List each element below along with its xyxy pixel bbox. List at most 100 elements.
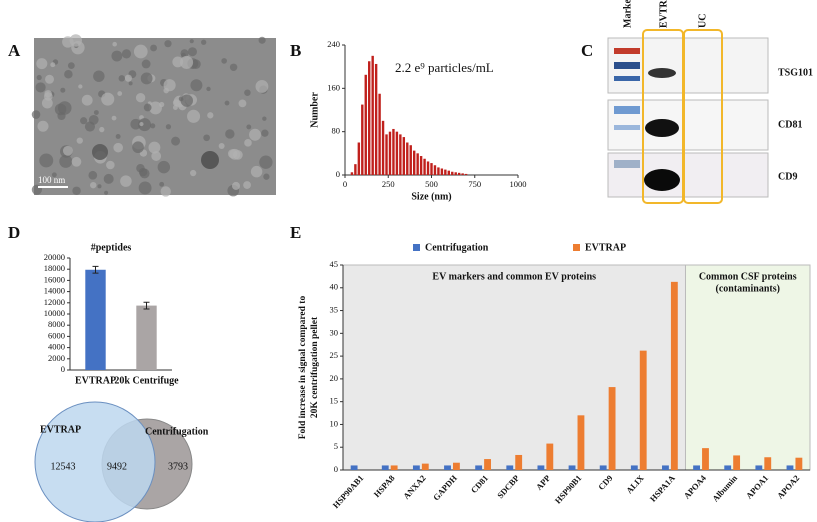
vesicle [150, 44, 157, 52]
marker-band [614, 76, 640, 81]
y-tick-label: 35 [330, 305, 339, 315]
vesicle [50, 62, 56, 68]
vesicle [261, 129, 269, 137]
vesicle [171, 136, 181, 146]
vesicle [143, 103, 152, 112]
vesicle [54, 103, 67, 116]
vesicle [36, 74, 42, 81]
vesicle [163, 79, 176, 92]
y-axis-label: Fold increase in signal compared to [298, 296, 308, 440]
vesicle [225, 129, 235, 139]
bar [639, 350, 647, 470]
legend-label: EVTRAP [585, 242, 626, 253]
vesicle [62, 145, 73, 156]
vesicle [60, 87, 66, 93]
bar [409, 145, 412, 175]
vesicle [201, 151, 219, 169]
vesicle [244, 89, 251, 96]
blot-band [645, 119, 679, 137]
bar [444, 465, 451, 470]
marker-band [614, 106, 640, 114]
marker-band [614, 160, 640, 168]
bar [361, 104, 364, 175]
bar [733, 455, 741, 470]
protein-label: CD81 [778, 119, 802, 130]
bar [484, 459, 491, 470]
bar [546, 443, 554, 470]
vesicle [128, 81, 133, 86]
region-label: Common CSF proteins [699, 271, 797, 282]
vesicle [93, 110, 99, 116]
x-tick-label: ANXA2 [401, 473, 428, 501]
vesicle [104, 190, 109, 195]
vesicle [187, 109, 201, 123]
panel-label: D [8, 223, 20, 242]
vesicle [39, 153, 54, 168]
vesicle [72, 186, 81, 196]
scale-bar-label: 100 nm [38, 175, 65, 185]
vesicle [157, 160, 171, 174]
bar [430, 163, 433, 175]
vesicle [84, 121, 96, 132]
venn-set-label: Centrifugation [145, 426, 209, 437]
region [684, 264, 811, 471]
bar [764, 457, 772, 470]
vesicle [165, 124, 172, 130]
venn-set-label: EVTRAP [40, 424, 81, 435]
vesicle [224, 100, 230, 106]
vesicle [246, 124, 252, 130]
y-tick-label: 20000 [44, 252, 65, 262]
legend-label: Centrifugation [425, 242, 489, 253]
y-tick-label: 18000 [44, 263, 65, 273]
vesicle [150, 123, 156, 129]
vesicle [132, 141, 144, 154]
blot-band [648, 68, 676, 78]
vesicle [59, 154, 73, 168]
bar [395, 131, 399, 175]
bar [437, 167, 440, 175]
vesicle [92, 144, 108, 160]
bar [755, 465, 763, 470]
y-tick-label: 160 [327, 82, 340, 92]
vesicle [180, 94, 194, 107]
bar [374, 63, 378, 176]
bar [461, 173, 464, 175]
venn-value: 3793 [168, 461, 188, 472]
vesicle [76, 137, 83, 144]
bar [364, 74, 367, 175]
x-tick-label: SDCBP [495, 473, 521, 500]
vesicle [231, 181, 241, 190]
x-axis-label: Size (nm) [411, 191, 451, 202]
marker-band [614, 48, 640, 54]
x-tick-label: CD81 [469, 473, 490, 495]
vesicle [259, 155, 273, 169]
bar [426, 161, 430, 175]
bar [440, 168, 444, 175]
x-tick-label: APOA2 [775, 473, 801, 501]
y-tick-label: 40 [330, 282, 339, 292]
vesicle [90, 181, 97, 189]
bar [371, 55, 374, 176]
x-tick-label: APOA4 [682, 472, 709, 500]
vesicle [258, 36, 266, 44]
x-tick-label: APP [534, 473, 552, 492]
vesicle [139, 121, 144, 127]
vesicle [37, 120, 49, 132]
lane-box [683, 29, 723, 204]
vesicle [255, 80, 269, 93]
vesicle [180, 55, 194, 69]
vesicle [51, 172, 57, 178]
bar [795, 457, 803, 470]
vesicle [250, 165, 263, 178]
vesicle [103, 173, 114, 184]
vesicle [124, 74, 132, 82]
vesicle [117, 91, 123, 96]
bar [381, 465, 389, 470]
bar [406, 142, 409, 175]
panel-label: C [581, 41, 593, 60]
vesicle [172, 105, 178, 110]
region-label: EV markers and common EV proteins [432, 271, 596, 282]
vesicle [67, 62, 75, 69]
